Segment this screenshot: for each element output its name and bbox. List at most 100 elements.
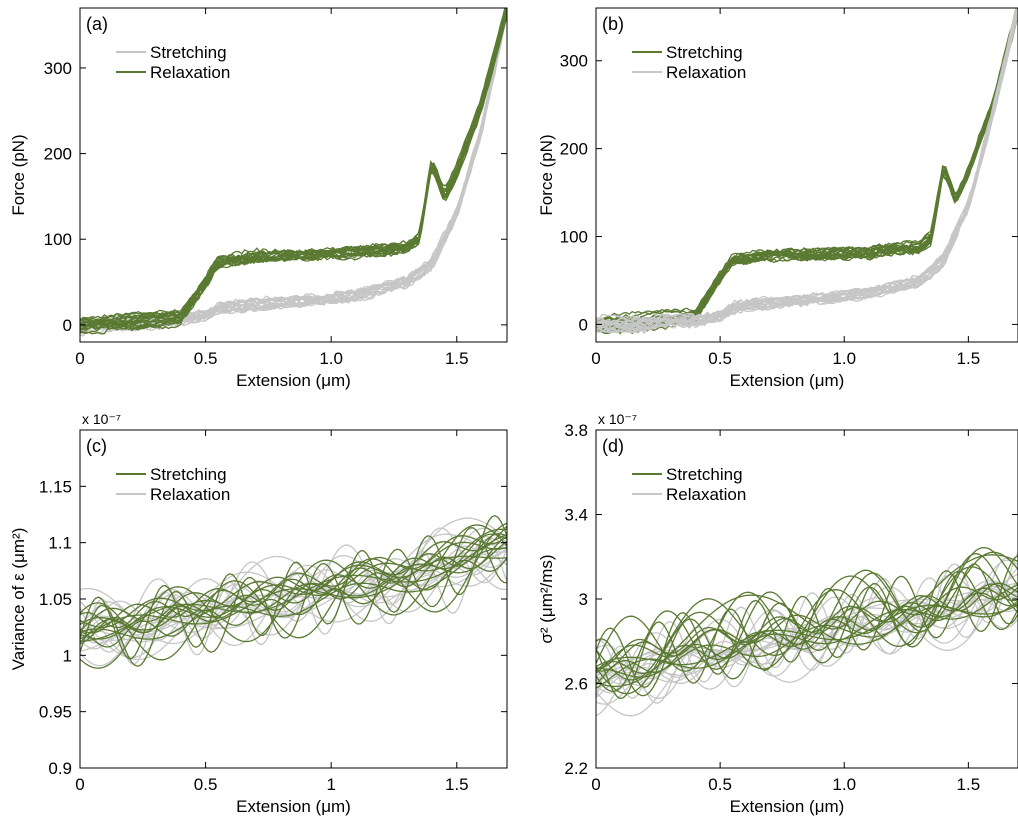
series-trace-green — [80, 11, 507, 328]
chart-panel-1: 0 0.5 1.0 1.5 0 100 200 300 Extension (μm) Force … — [537, 7, 1018, 390]
series-trace-green — [80, 547, 507, 640]
series-trace-green — [80, 15, 507, 328]
series-trace-green — [80, 13, 507, 327]
series-trace-gray — [80, 8, 507, 332]
series-trace-gray — [596, 11, 1018, 333]
chart-panel-2: 0 0.5 1 1.5 0.9 0.95 1 1.05 1.1 1.15 Extension (μm… — [9, 411, 508, 816]
series-trace-green — [80, 522, 507, 661]
series-trace-green — [596, 583, 1018, 669]
series-trace-gray — [80, 8, 507, 332]
y-tick-label: 1 — [63, 646, 72, 665]
axes-frame — [79, 7, 508, 343]
y-tick-label: 3.4 — [564, 506, 588, 525]
series-trace-gray — [596, 8, 1018, 335]
y-axis-label: σ² (μm²/ms) — [537, 554, 556, 643]
series-trace-gray — [80, 8, 507, 331]
y-tick-label: 100 — [44, 230, 72, 249]
x-tick-label: 0 — [75, 775, 84, 794]
x-tick-label: 0.5 — [194, 349, 218, 368]
series-trace-gray — [80, 8, 507, 328]
panel-label: (b) — [602, 14, 624, 34]
plot-area — [80, 8, 507, 337]
panel-label: (c) — [86, 436, 107, 456]
x-tick-label: 0 — [591, 349, 600, 368]
x-tick-label: 0.5 — [194, 775, 218, 794]
legend-label: Relaxation — [150, 485, 230, 504]
series-trace-green — [596, 584, 1018, 689]
y-tick-label: 100 — [560, 228, 588, 247]
y-tick-label: 3 — [579, 590, 588, 609]
series-trace-gray — [80, 13, 507, 326]
series-trace-gray — [596, 8, 1018, 334]
series-trace-green — [596, 8, 1018, 323]
y-tick-label: 0.95 — [39, 703, 72, 722]
series-trace-gray — [596, 8, 1018, 331]
series-trace-green — [596, 8, 1018, 331]
y-tick-label: 1.15 — [39, 477, 72, 496]
y-tick-label: 0 — [579, 315, 588, 334]
series-trace-green — [80, 11, 507, 324]
x-tick-label: 1.0 — [832, 775, 856, 794]
y-tick-label: 2.6 — [564, 675, 588, 694]
series-trace-green — [80, 8, 507, 332]
x-axis-label: Extension (μm) — [236, 371, 351, 390]
series-trace-gray — [80, 10, 507, 332]
y-tick-label: 0.9 — [48, 759, 72, 778]
x-axis-label: Extension (μm) — [730, 371, 845, 390]
series-trace-gray — [80, 527, 507, 653]
series-trace-gray — [596, 8, 1018, 333]
series-trace-gray — [596, 8, 1018, 334]
plot-area — [80, 514, 507, 669]
legend-label: Stretching — [666, 43, 743, 62]
series-trace-green — [80, 8, 506, 332]
x-tick-label: 1.0 — [832, 349, 856, 368]
series-trace-green — [596, 8, 1018, 330]
series-trace-green — [80, 514, 507, 660]
series-trace-green — [80, 10, 507, 327]
series-trace-gray — [596, 8, 1018, 327]
series-trace-green — [596, 13, 1018, 326]
y-tick-label: 300 — [560, 52, 588, 71]
x-tick-label: 1.5 — [957, 349, 981, 368]
series-trace-green — [80, 13, 507, 326]
series-trace-green — [596, 15, 1018, 327]
series-trace-gray — [80, 8, 507, 332]
series-trace-gray — [596, 551, 1018, 700]
series-trace-green — [596, 566, 1018, 695]
chart-panel-3: 0 0.5 1.0 1.5 2.2 2.6 3 3.4 3.8 Extension (μm) σ² … — [537, 411, 1018, 816]
series-trace-gray — [80, 537, 507, 624]
series-trace-gray — [596, 12, 1018, 333]
series-trace-green — [596, 16, 1018, 325]
series-trace-gray — [80, 11, 507, 334]
series-trace-gray — [80, 557, 507, 645]
series-trace-green — [596, 9, 1018, 331]
y-tick-label: 300 — [44, 59, 72, 78]
series-trace-green — [80, 8, 507, 331]
series-trace-green — [80, 555, 507, 640]
series-trace-gray — [596, 9, 1018, 328]
series-trace-green — [80, 8, 507, 335]
series-trace-gray — [80, 8, 507, 330]
y-tick-label: 2.2 — [564, 759, 588, 778]
series-trace-green — [80, 541, 507, 629]
series-trace-green — [80, 533, 507, 642]
series-trace-gray — [80, 8, 507, 330]
x-tick-label: 0.5 — [708, 775, 732, 794]
series-trace-green — [596, 604, 1018, 668]
series-trace-green — [80, 10, 507, 328]
y-axis-label: Force (pN) — [537, 134, 556, 215]
legend-label: Relaxation — [150, 63, 230, 82]
series-trace-green — [80, 9, 507, 331]
series-trace-gray — [596, 8, 1018, 330]
series-trace-gray — [596, 8, 1018, 333]
panel-label: (d) — [602, 436, 624, 456]
series-trace-gray — [596, 11, 1018, 326]
series-trace-gray — [80, 8, 507, 326]
y-tick-label: 200 — [44, 145, 72, 164]
series-trace-green — [596, 9, 1018, 330]
series-trace-gray — [596, 13, 1018, 331]
legend-label: Relaxation — [666, 485, 746, 504]
legend-label: Relaxation — [666, 63, 746, 82]
series-trace-gray — [596, 594, 1018, 698]
